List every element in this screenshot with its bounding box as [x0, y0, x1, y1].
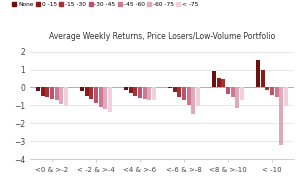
- Bar: [266, 87, 269, 90]
- Bar: [182, 87, 186, 100]
- Bar: [36, 87, 40, 91]
- Bar: [168, 87, 172, 88]
- Bar: [50, 87, 54, 99]
- Bar: [191, 87, 195, 114]
- Bar: [187, 87, 190, 105]
- Bar: [173, 87, 177, 93]
- Bar: [196, 87, 200, 106]
- Bar: [41, 87, 45, 95]
- Bar: [147, 87, 151, 100]
- Bar: [274, 87, 278, 97]
- Title: Average Weekly Returns, Price Losers/Low-Volume Portfolio: Average Weekly Returns, Price Losers/Low…: [49, 31, 275, 41]
- Bar: [142, 87, 146, 99]
- Bar: [55, 87, 59, 100]
- Bar: [270, 87, 274, 95]
- Bar: [217, 78, 221, 87]
- Legend: None, 0 -15, -15 -30, -30 -45, -45 -60, -60 -75, < -75: None, 0 -15, -15 -30, -30 -45, -45 -60, …: [12, 1, 199, 8]
- Bar: [256, 60, 260, 87]
- Bar: [64, 87, 68, 106]
- Bar: [221, 79, 226, 87]
- Bar: [230, 87, 235, 97]
- Bar: [46, 87, 50, 97]
- Bar: [138, 87, 142, 98]
- Bar: [80, 87, 84, 91]
- Bar: [178, 87, 182, 97]
- Bar: [235, 87, 239, 108]
- Bar: [98, 87, 103, 107]
- Bar: [261, 70, 265, 87]
- Bar: [284, 87, 288, 106]
- Bar: [152, 87, 156, 100]
- Bar: [89, 87, 94, 99]
- Bar: [59, 87, 63, 104]
- Bar: [134, 87, 137, 96]
- Bar: [226, 87, 230, 94]
- Bar: [124, 87, 128, 90]
- Bar: [103, 87, 107, 109]
- Bar: [108, 87, 112, 112]
- Bar: [240, 87, 244, 100]
- Bar: [212, 71, 216, 87]
- Bar: [279, 87, 283, 145]
- Bar: [85, 87, 89, 96]
- Bar: [129, 87, 133, 93]
- Bar: [94, 87, 98, 103]
